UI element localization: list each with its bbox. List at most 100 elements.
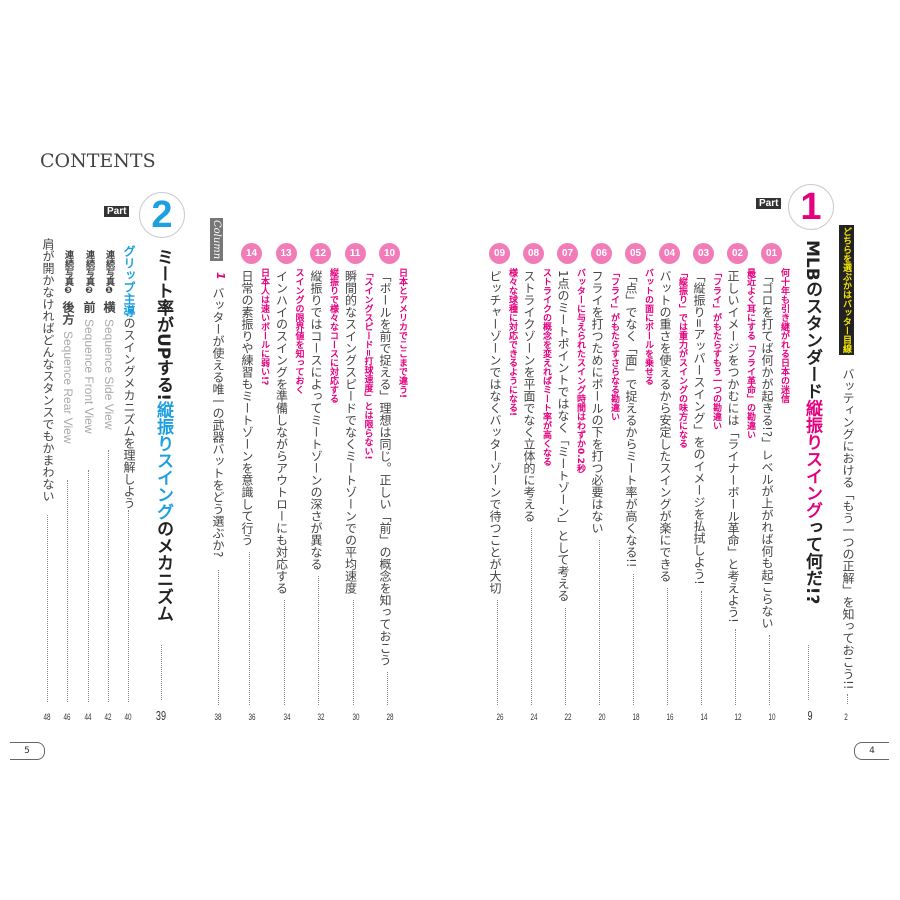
- page-number: 24: [530, 712, 538, 722]
- entry-number-icon: 05: [625, 243, 646, 264]
- entry-title-text: ピッチャーゾーンではなくバッターゾーンで待つことが大切: [488, 270, 502, 594]
- title-segment: 縦振りスイング: [153, 401, 173, 521]
- leader-dots: [387, 672, 388, 705]
- page-number: 20: [598, 712, 606, 722]
- title-segment: って何だ!?: [802, 518, 822, 605]
- entry-title: 正しいイメージをつかむには「ライナーボール革命」と考えよう!: [725, 270, 742, 705]
- contents-heading: CONTENTS: [40, 150, 156, 172]
- entry-subtitle: 日本人は速いボールに弱い!?: [259, 268, 269, 386]
- entry-title-text: 正しいイメージをつかむには「ライナーボール革命」と考えよう!: [726, 270, 740, 623]
- entry-number-icon: 01: [761, 243, 782, 264]
- entry-title: 「ゴロを打てば何かが起きる!?」レベルが上がれば何も起こらない: [759, 270, 776, 705]
- entry-subtitle: ストライクの概念を変えればミート率が高くなる: [541, 268, 551, 466]
- entry-subtitle: 「縦振り」では重力がスイングの味方になる: [677, 268, 687, 448]
- leader-dots: [769, 635, 770, 705]
- page-number: 2: [844, 712, 848, 722]
- entry-subtitle: 縦振りで様々なコースに対応する: [328, 268, 338, 403]
- intro-label: どちらを選ぶかはバッター目線: [839, 225, 854, 355]
- leader-dots: [352, 600, 354, 705]
- leader-dots: [735, 628, 736, 705]
- leader-dots: [701, 590, 702, 705]
- sequence-label: 連続写真❷: [84, 250, 94, 296]
- title-segment: のメカニズム: [153, 520, 173, 623]
- toc-entry: 02 最近よく耳にする「フライ革命」の勘違い 正しいイメージをつかむには「ライナーボ…: [721, 243, 755, 708]
- toc-entry: 連続写真❸ 後方 Sequence Rear View: [60, 250, 77, 444]
- toc-entry: 07 バッターに与えられたスイング時間はわずか0.2秒 1点のミートポイントではなく…: [551, 243, 585, 708]
- part-badge: Part: [104, 206, 130, 217]
- page-number: 14: [700, 712, 708, 722]
- entry-highlight: 前: [82, 301, 96, 313]
- entry-title: 「点」でなく「面」で捉えるからミート率が高くなる!!: [623, 270, 640, 705]
- leader-dots: [847, 694, 848, 704]
- entry-title-text: フライを打つためにボールの下を打つ必要はない: [590, 270, 604, 534]
- toc-entry: 連続写真❶ 横 Sequence Side View: [101, 250, 118, 430]
- page-number: 39: [155, 708, 167, 723]
- leader-dots: [565, 607, 566, 705]
- entry-highlight: 横: [102, 301, 116, 313]
- entry-number-icon: 09: [489, 243, 510, 264]
- entry-title: インハイのスイングを準備しながらアウトローにも対応する: [274, 270, 291, 705]
- entry-title-text: 「縦振り=アッパースイング」をのイメージを払拭しよう!: [692, 270, 706, 585]
- entry-subtitle: 最近よく耳にする「フライ革命」の勘違い: [745, 268, 755, 439]
- entry-subtitle: 「フライ」がもたらすもう一つの勘違い: [711, 268, 721, 430]
- leader-dots: [128, 510, 129, 702]
- leader-dots: [808, 645, 809, 700]
- toc-entry: 01 何十年も引き継がれる日本の迷信 「ゴロを打てば何かが起きる!?」レベルが上がれ…: [755, 243, 789, 708]
- entry-highlight: グリップ主導: [122, 245, 136, 317]
- entry-title: 「ボールを前で捉える」理想は同じ。正しい「前」の概念を知っておこう: [377, 270, 394, 705]
- part-badge: Part: [756, 198, 782, 209]
- page-number: 46: [63, 712, 71, 722]
- entry-title: ピッチャーゾーンではなくバッターゾーンで待つことが大切: [487, 270, 504, 705]
- leader-dots: [531, 528, 532, 705]
- entry-title-text: 日常の素振りや練習もミートゾーンを意識して行う: [240, 270, 254, 546]
- entry-title-text: Sequence Rear View: [61, 331, 75, 444]
- entry-number-icon: 12: [310, 243, 331, 264]
- entry-title: 日常の素振りや練習もミートゾーンを意識して行う: [239, 270, 256, 705]
- leader-dots: [218, 570, 219, 705]
- entry-number-icon: 04: [659, 243, 680, 264]
- page-number: 38: [214, 712, 222, 722]
- leader-dots: [667, 588, 668, 705]
- entry-title-text: インハイのスイングを準備しながらアウトローにも対応する: [274, 270, 289, 594]
- entry-subtitle: 日本とアメリカでここまで違う!: [397, 268, 407, 399]
- page-number: 9: [807, 708, 813, 723]
- title-segment: MLBのスタンダード: [802, 240, 822, 400]
- entry-title: 縦振りではコースによってミートゾーンの深さが異なる: [308, 270, 325, 705]
- entry-number-icon: 11: [344, 243, 366, 264]
- page-number: 34: [282, 712, 290, 722]
- toc-entry: 03 「フライ」がもたらすもう一つの勘違い 「縦振り=アッパースイング」をのイメージ…: [687, 243, 721, 708]
- part-number-ball: 2: [139, 192, 185, 238]
- entry-subtitle: 「フライ」がもたらすさらなる勘違い: [609, 268, 619, 421]
- entry-title-text: 「ゴロを打てば何かが起きる!?」レベルが上がれば何も起こらない: [760, 270, 774, 630]
- leader-dots: [67, 480, 68, 702]
- entry-title: バットの重さを使えるから安定したスイングが楽にできる: [657, 270, 674, 705]
- entry-title-text: Sequence Side View: [102, 319, 116, 430]
- page-number: 32: [317, 712, 325, 722]
- page-number: 40: [124, 712, 132, 722]
- toc-entry: 連続写真❷ 前 Sequence Front View: [81, 250, 98, 434]
- part-title: ミート率がUPする!縦振りスイングのメカニズム: [151, 248, 176, 622]
- intro-text: バッティングにおける「もう一つの正解」を知っておこう!!: [841, 368, 855, 690]
- entry-title: 「縦振り=アッパースイング」をのイメージを払拭しよう!: [691, 270, 708, 705]
- leader-dots: [161, 645, 162, 700]
- page-number-left: 5: [10, 742, 45, 760]
- toc-entry: 11 「スイングスピード=打球速度」とは限らない! 瞬間的なスイングスピードでなくミ…: [339, 243, 373, 708]
- page-number: 36: [248, 712, 256, 722]
- title-segment: ミート率がUPする!: [153, 248, 173, 402]
- entry-number-icon: 03: [693, 243, 714, 264]
- entry-title: 1点のミートポイントではなく「ミートゾーン」として考える: [555, 270, 572, 705]
- entry-subtitle: スイングの限界値を知っておく: [293, 268, 304, 394]
- entry-number-icon: 14: [241, 243, 262, 264]
- toc-entry: 04 「縦振り」では重力がスイングの味方になる バットの重さを使えるから安定したスイ…: [653, 243, 687, 708]
- page-number: 44: [84, 712, 92, 722]
- toc-entry: グリップ主導のスイングメカニズムを理解しよう: [121, 245, 138, 509]
- entry-number-icon: 07: [557, 243, 578, 264]
- entry-title-text: 縦振りではコースによってミートゾーンの深さが異なる: [309, 270, 323, 570]
- toc-entry: 10 日本とアメリカでここまで違う! 「ボールを前で捉える」理想は同じ。正しい「前」…: [373, 243, 407, 708]
- leader-dots: [497, 600, 498, 705]
- entry-title-text: 「点」でなく「面」で捉えるからミート率が高くなる!!: [624, 270, 638, 568]
- entry-number-icon: 06: [591, 243, 612, 264]
- title-segment: 縦振りスイング: [802, 399, 822, 519]
- leader-dots: [318, 576, 319, 705]
- entry-title-text: 「ボールを前で捉える」理想は同じ。正しい「前」の概念を知っておこう: [378, 270, 392, 666]
